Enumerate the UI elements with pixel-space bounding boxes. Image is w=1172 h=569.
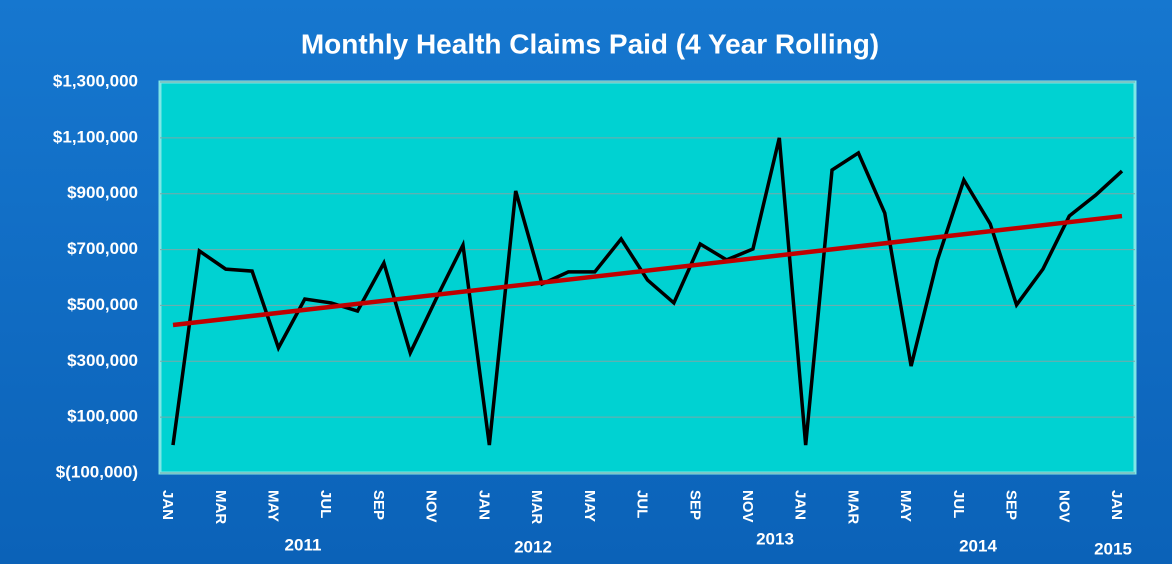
x-tick-label: MAR: [844, 490, 861, 524]
y-tick-label: $700,000: [67, 239, 138, 258]
x-tick-label: SEP: [1003, 490, 1020, 520]
y-tick-label: $1,100,000: [53, 127, 138, 146]
y-tick-label: $900,000: [67, 183, 138, 202]
x-tick-label: JUL: [634, 490, 651, 518]
y-tick-label: $(100,000): [56, 462, 138, 481]
x-tick-label: MAR: [528, 490, 545, 524]
x-tick-label: NOV: [423, 490, 440, 523]
data-line: [171, 137, 1124, 446]
x-tick-label: MAY: [897, 490, 914, 522]
x-tick-label: SEP: [686, 490, 703, 520]
x-tick-label: SEP: [370, 490, 387, 520]
x-group-label: 2011: [285, 535, 322, 554]
x-tick-label: JAN: [1108, 490, 1125, 520]
x-group-label: 2012: [514, 537, 552, 556]
x-tick-label: MAY: [581, 490, 598, 522]
x-tick-label: JAN: [159, 490, 176, 520]
x-group-label: 2015: [1094, 539, 1132, 558]
chart-title: Monthly Health Claims Paid (4 Year Rolli…: [301, 28, 879, 59]
x-tick-label: JAN: [475, 490, 492, 520]
y-tick-label: $100,000: [67, 407, 138, 426]
x-tick-label: JUL: [950, 490, 967, 518]
y-tick-label: $500,000: [67, 295, 138, 314]
x-group-label: 2013: [756, 529, 794, 548]
x-tick-label: MAY: [264, 490, 281, 522]
x-tick-label: NOV: [1055, 490, 1072, 523]
x-group-label: 2014: [959, 536, 997, 555]
y-tick-label: $1,300,000: [53, 71, 138, 90]
x-tick-label: MAR: [212, 490, 229, 524]
x-tick-label: JAN: [792, 490, 809, 520]
x-tick-label: JUL: [317, 490, 334, 518]
x-tick-label: NOV: [739, 490, 756, 523]
y-tick-label: $300,000: [67, 351, 138, 370]
trend-line: [172, 213, 1123, 328]
